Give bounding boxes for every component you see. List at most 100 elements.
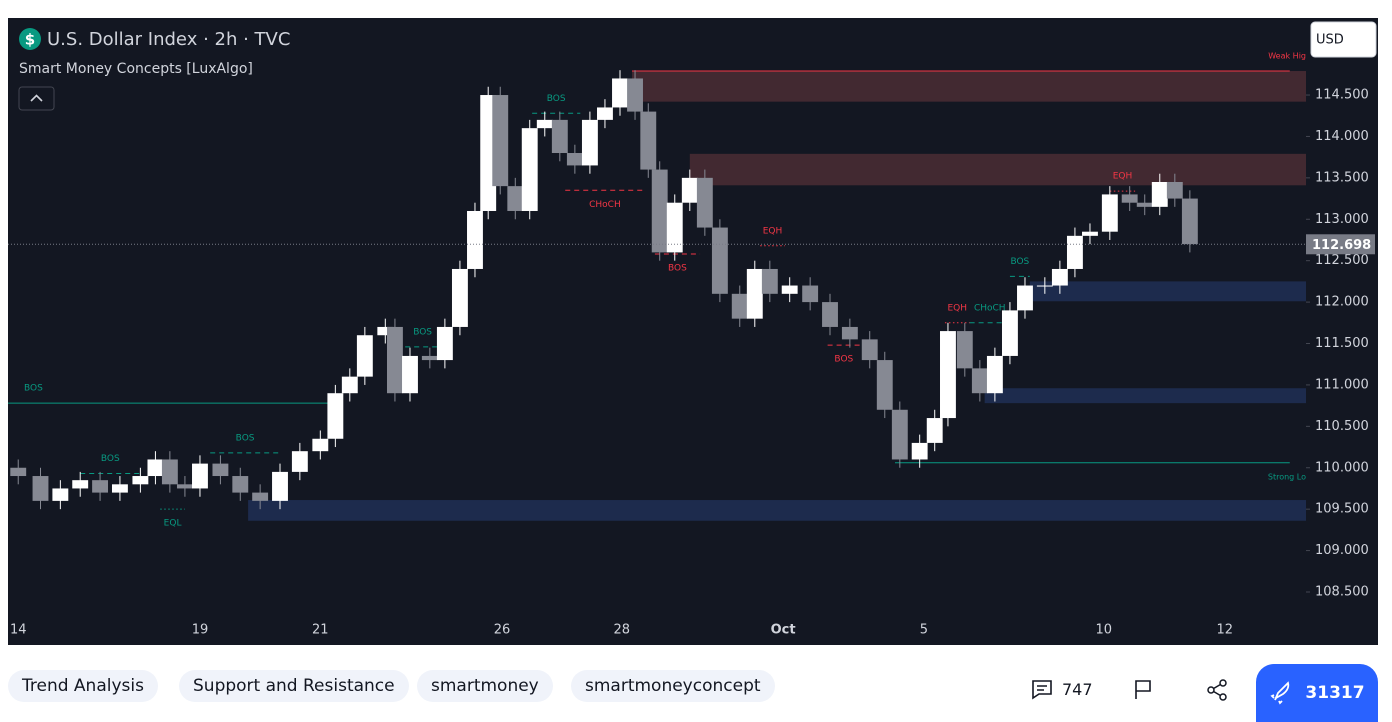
- structure-label: Strong Lo: [1268, 472, 1306, 481]
- candle-body: [696, 177, 713, 228]
- x-tick-label: 5: [920, 623, 928, 638]
- x-tick-label: 26: [494, 623, 511, 638]
- candle-body: [1121, 194, 1138, 203]
- rocket-icon: [1270, 681, 1290, 705]
- y-tick-label: 110.500: [1315, 419, 1369, 434]
- last-price-box: [1306, 234, 1375, 255]
- indicator-name: Smart Money Concepts [LuxAlgo]: [19, 61, 253, 77]
- y-tick-label: 110.000: [1315, 460, 1369, 475]
- candle-body: [651, 169, 668, 253]
- symbol-icon-glyph: $: [25, 31, 35, 49]
- candle-body: [822, 302, 838, 327]
- candle-body: [681, 177, 698, 203]
- candle-body: [926, 418, 943, 443]
- candle-body: [32, 476, 49, 501]
- x-tick-label: 12: [1216, 623, 1233, 638]
- structure-label: BOS: [834, 355, 853, 365]
- candle-body: [1082, 231, 1098, 236]
- chart-title: U.S. Dollar Index · 2h · TVC: [47, 29, 290, 50]
- candle-body: [192, 463, 208, 489]
- order-block: [689, 153, 1306, 186]
- candle-body: [492, 95, 509, 187]
- currency-button[interactable]: [1310, 21, 1377, 58]
- candle-body: [731, 293, 748, 319]
- tag[interactable]: smartmoneyconcept: [571, 670, 775, 702]
- structure-label: BOS: [1010, 257, 1029, 267]
- candle-body: [1066, 235, 1083, 269]
- structure-label: BOS: [413, 327, 432, 337]
- candle-body: [132, 476, 149, 485]
- candle-body: [566, 153, 583, 166]
- candle-body: [536, 119, 553, 129]
- candle-body: [597, 107, 613, 120]
- candle-body: [551, 119, 568, 154]
- candle-body: [940, 331, 956, 419]
- y-tick-label: 114.000: [1315, 129, 1369, 144]
- share-button[interactable]: [1205, 678, 1229, 702]
- flag-icon: [1135, 680, 1151, 699]
- candle-body: [507, 186, 524, 211]
- flag-button[interactable]: [1132, 678, 1154, 700]
- candle-body: [761, 268, 778, 294]
- candle-body: [232, 476, 249, 493]
- candle-body: [1017, 285, 1033, 311]
- structure-label: EQH: [763, 226, 783, 236]
- candle-body: [327, 393, 344, 439]
- boost-button[interactable]: 31317: [1256, 664, 1378, 722]
- y-tick-label: 111.500: [1315, 336, 1369, 351]
- candle-body: [986, 355, 1003, 394]
- structure-label: BOS: [101, 454, 120, 464]
- structure-label: EQH: [1113, 172, 1133, 182]
- share-icon: [1207, 679, 1227, 701]
- structure-label: EQH: [948, 303, 968, 313]
- candle-body: [746, 268, 763, 319]
- y-tick-label: 109.500: [1315, 502, 1369, 517]
- y-tick-label: 109.000: [1315, 543, 1369, 558]
- x-tick-label: 14: [10, 623, 27, 638]
- structure-label: BOS: [668, 264, 687, 274]
- candle-body: [467, 210, 483, 269]
- structure-label: BOS: [547, 94, 566, 104]
- structure-label: EQL: [164, 519, 182, 529]
- candle-body: [640, 111, 657, 170]
- candle-body: [72, 480, 89, 489]
- y-tick-label: 108.500: [1315, 584, 1369, 599]
- x-tick-label: Oct: [771, 623, 796, 638]
- last-price-label: 112.698: [1312, 238, 1371, 253]
- candle-body: [612, 78, 628, 108]
- symbol-icon: [19, 28, 41, 50]
- candle-body: [521, 128, 538, 211]
- order-block: [248, 500, 1307, 521]
- candle-body: [147, 459, 164, 477]
- collapse-button[interactable]: [18, 86, 55, 111]
- tag[interactable]: smartmoney: [417, 670, 553, 702]
- candle-body: [252, 492, 269, 501]
- candle-body: [10, 467, 27, 477]
- candle-body: [421, 355, 438, 361]
- candle-body: [1036, 285, 1053, 287]
- chart-background: [8, 18, 1378, 645]
- candle-body: [1001, 310, 1018, 356]
- candle-body: [436, 326, 453, 361]
- candle-body: [451, 268, 468, 327]
- tag[interactable]: Support and Resistance: [179, 670, 409, 702]
- currency-label: USD: [1316, 33, 1344, 48]
- x-tick-label: 19: [192, 623, 209, 638]
- candle-body: [356, 335, 373, 377]
- structure-label: BOS: [236, 433, 255, 443]
- order-block: [1029, 281, 1306, 302]
- tag[interactable]: Trend Analysis: [8, 670, 158, 702]
- candle-body: [312, 438, 329, 452]
- candle-body: [666, 202, 683, 253]
- plot: 108.500 109.000 109.500 110.000 110.500 111.0…: [8, 52, 1375, 638]
- comments-button[interactable]: 747: [1030, 678, 1093, 700]
- candle-body: [386, 326, 403, 394]
- candle-body: [1166, 181, 1183, 199]
- candle-body: [176, 484, 193, 489]
- y-tick-label: 113.500: [1315, 170, 1369, 185]
- candle-body: [841, 326, 858, 340]
- structure-label: CHoCH: [589, 200, 621, 210]
- comment-icon: [1032, 680, 1052, 700]
- candle-body: [891, 409, 908, 460]
